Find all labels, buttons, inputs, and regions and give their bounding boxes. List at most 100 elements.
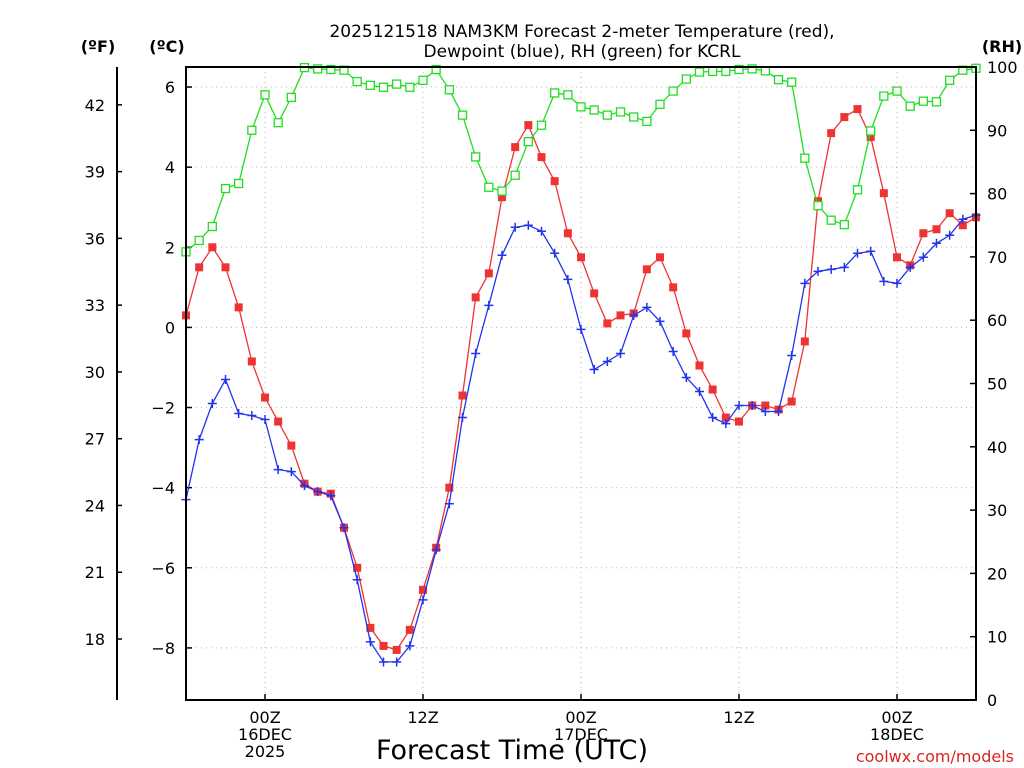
rh-point — [773, 75, 784, 85]
dewpoint-point — [260, 415, 270, 425]
rh-unit-label: (RH) — [982, 37, 1022, 56]
temperature-point — [563, 229, 572, 238]
rh-point — [405, 82, 415, 92]
celsius-axis: −8 −6 −4 −2 0 2 4 6 — [151, 78, 192, 658]
rh-point — [378, 82, 389, 92]
dewpoint-point — [365, 637, 375, 647]
rh-point — [207, 221, 217, 232]
dewpoint-point — [576, 324, 586, 334]
temperature-point — [735, 417, 743, 426]
rh-point — [866, 126, 876, 136]
temperature-point — [945, 209, 954, 218]
fahrenheit-axis: 18 21 24 27 30 33 36 39 42 — [85, 67, 122, 700]
rh-tick-label: 20 — [987, 564, 1007, 583]
rh-point — [589, 105, 599, 115]
temperature-point — [445, 483, 454, 492]
fahrenheit-unit-label: (ºF) — [81, 37, 116, 56]
rh-point — [839, 219, 849, 230]
rh-point — [418, 75, 428, 85]
rh-point — [273, 118, 283, 128]
temperature-point — [669, 283, 678, 292]
temperature-point — [537, 153, 546, 162]
data-series — [181, 62, 981, 667]
temperature-point — [761, 401, 770, 410]
dewpoint-point — [589, 364, 599, 374]
temperature-point — [511, 143, 520, 152]
dewpoint-point — [326, 491, 336, 501]
time-tick-label: 18DEC — [870, 725, 924, 744]
dewpoint-point — [734, 401, 744, 411]
temperature-point — [419, 585, 427, 594]
rh-point — [813, 200, 823, 211]
dewpoint-point — [760, 407, 770, 417]
rh-point — [365, 80, 375, 91]
time-tick-label: 00Z — [881, 708, 912, 727]
time-tick-label: 00Z — [565, 708, 596, 727]
temperature-point — [550, 177, 559, 186]
rh-point — [326, 64, 336, 75]
dewpoint-point — [431, 545, 441, 555]
rh-point — [444, 85, 454, 95]
dewpoint-point — [379, 657, 388, 667]
dewpoint-point — [747, 401, 757, 411]
dewpoint-point — [418, 595, 428, 605]
dewpoint-point — [681, 372, 691, 382]
temperature-point — [379, 641, 388, 650]
temperature-point — [471, 293, 480, 302]
credit-text: coolwx.com/models — [856, 747, 1014, 766]
temperature-point — [195, 263, 204, 272]
dewpoint-point — [800, 278, 810, 288]
temperature-point — [405, 625, 414, 634]
dewpoint-series — [181, 210, 981, 667]
temperature-point — [656, 253, 664, 262]
dewpoint-point — [879, 276, 889, 286]
fahrenheit-tick-label: 39 — [85, 163, 105, 182]
rh-point — [615, 107, 626, 117]
time-tick-label: 2025 — [245, 742, 286, 761]
dewpoint-point — [286, 467, 296, 477]
dewpoint-point — [695, 387, 704, 397]
celsius-tick-label: −2 — [151, 399, 175, 418]
rh-line — [185, 66, 977, 253]
dewpoint-point — [629, 310, 639, 320]
rh-point — [787, 77, 797, 87]
celsius-tick-label: −4 — [151, 479, 175, 498]
dewpoint-point — [550, 248, 560, 258]
dewpoint-point — [300, 481, 309, 491]
dewpoint-point — [853, 248, 862, 258]
dewpoint-point — [642, 302, 652, 312]
temperature-point — [721, 413, 730, 422]
dewpoint-point — [352, 575, 362, 585]
time-tick-label: 16DEC — [238, 725, 292, 744]
dewpoint-point — [826, 264, 836, 274]
rh-point — [392, 79, 402, 89]
dewpoint-point — [313, 487, 323, 497]
rh-point — [826, 215, 836, 225]
temperature-point — [247, 357, 256, 366]
celsius-unit-label: (ºC) — [149, 37, 184, 56]
dewpoint-point — [813, 266, 823, 276]
chart-title-line-2: Dewpoint (blue), RH (green) for KCRL — [424, 42, 741, 62]
rh-tick-label: 0 — [987, 691, 997, 710]
rh-point — [510, 170, 520, 180]
celsius-tick-label: −8 — [151, 639, 175, 658]
dewpoint-point — [839, 262, 849, 272]
temperature-point — [498, 193, 506, 202]
rh-point — [550, 88, 560, 98]
rh-point — [536, 120, 547, 130]
rh-point — [471, 152, 481, 162]
temperature-point — [787, 397, 796, 406]
temperature-point — [708, 385, 717, 394]
time-tick-label: 12Z — [407, 708, 438, 727]
rh-point — [945, 75, 955, 85]
rh-tick-label: 30 — [987, 501, 1007, 520]
dewpoint-point — [458, 413, 467, 423]
dewpoint-point — [655, 316, 665, 326]
fahrenheit-tick-label: 36 — [85, 229, 105, 248]
temperature-point — [366, 623, 375, 632]
temperature-point — [827, 129, 836, 138]
rh-tick-label: 40 — [987, 438, 1007, 457]
fahrenheit-tick-label: 18 — [85, 630, 105, 649]
temperature-point — [261, 393, 269, 402]
